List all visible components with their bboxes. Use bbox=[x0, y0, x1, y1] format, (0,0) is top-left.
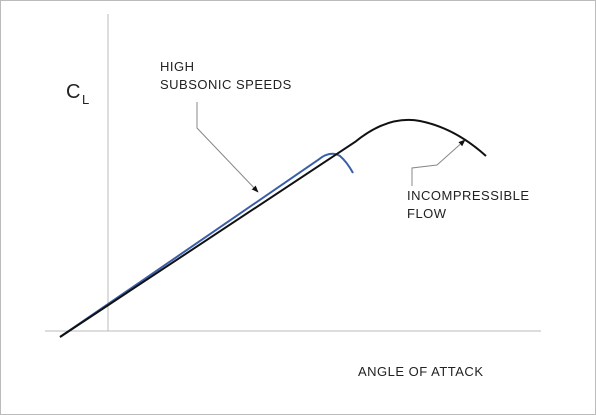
annotation-line: HIGH bbox=[160, 59, 195, 74]
incompressible-curve bbox=[59, 118, 487, 338]
annotation-line: INCOMPRESSIBLE bbox=[407, 188, 530, 203]
leader-incompressible bbox=[411, 139, 466, 186]
y-axis-label: C bbox=[66, 81, 81, 103]
y-axis-subscript: L bbox=[82, 92, 90, 107]
high-subsonic-curve bbox=[59, 152, 354, 338]
annotation-line: FLOW bbox=[407, 206, 447, 221]
x-axis-label: ANGLE OF ATTACK bbox=[358, 364, 483, 379]
annotation-line: SUBSONIC SPEEDS bbox=[160, 77, 292, 92]
leader-high-subsonic bbox=[196, 102, 259, 193]
